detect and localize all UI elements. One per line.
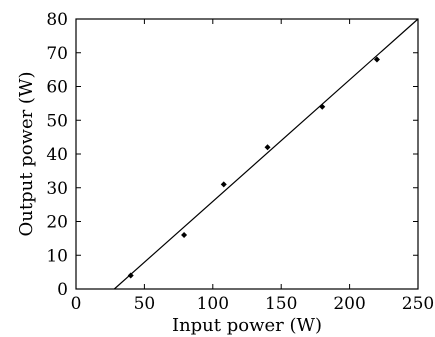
y-tick-label-20: 20 bbox=[46, 213, 68, 233]
x-tick-label-150: 150 bbox=[265, 294, 297, 314]
plot-frame bbox=[75, 18, 419, 290]
tick-labels-layer: 0 50 100 150 200 250 0 10 20 30 40 50 60 70 80 bbox=[46, 10, 434, 314]
y-tick-label-60: 60 bbox=[46, 78, 68, 98]
data-point-4 bbox=[264, 144, 271, 151]
ticks-layer bbox=[75, 18, 419, 290]
y-tick-label-40: 40 bbox=[46, 145, 68, 165]
data-point-6 bbox=[373, 56, 380, 63]
data-point-5 bbox=[319, 103, 326, 110]
y-tick-label-70: 70 bbox=[46, 44, 68, 64]
data-points-layer bbox=[127, 56, 380, 279]
x-tick-label-0: 0 bbox=[71, 294, 82, 314]
y-tick-label-10: 10 bbox=[46, 246, 68, 266]
y-tick-label-0: 0 bbox=[57, 280, 68, 300]
data-point-1 bbox=[127, 272, 134, 279]
y-tick-label-30: 30 bbox=[46, 179, 68, 199]
x-tick-label-250: 250 bbox=[402, 294, 434, 314]
data-point-2 bbox=[181, 232, 188, 238]
x-tick-label-100: 100 bbox=[197, 294, 229, 314]
x-tick-label-200: 200 bbox=[333, 294, 365, 314]
linear-fit-line bbox=[113, 18, 419, 290]
x-tick-label-50: 50 bbox=[134, 294, 156, 314]
y-tick-label-80: 80 bbox=[46, 10, 68, 30]
y-axis-title: Output power (W) bbox=[16, 72, 37, 237]
fit-line-layer bbox=[113, 18, 419, 290]
x-axis-title: Input power (W) bbox=[172, 315, 322, 336]
y-tick-label-50: 50 bbox=[46, 111, 68, 131]
data-point-3 bbox=[220, 181, 227, 188]
